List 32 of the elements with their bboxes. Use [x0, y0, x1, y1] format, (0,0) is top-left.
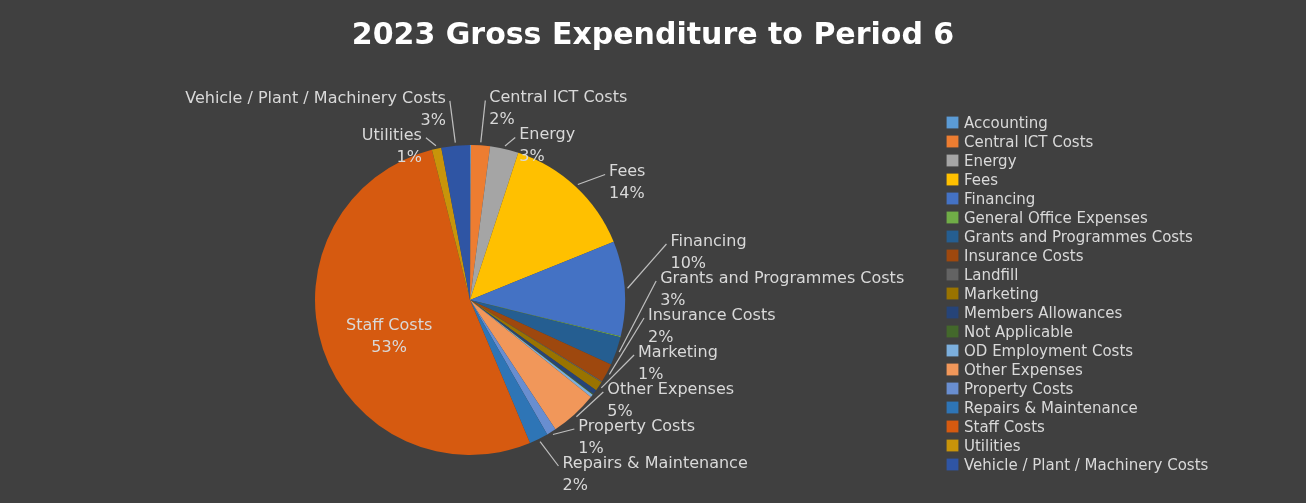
legend-label: Landfill: [964, 265, 1019, 284]
legend-label: OD Employment Costs: [964, 341, 1134, 360]
legend-label: Financing: [964, 189, 1036, 208]
legend-label: Insurance Costs: [964, 246, 1084, 265]
legend-label: General Office Expenses: [964, 208, 1149, 227]
legend-label: Fees: [964, 170, 999, 189]
slice-label: Energy: [519, 124, 576, 144]
data-label: 2%: [489, 109, 515, 129]
data-label: 3%: [420, 109, 446, 129]
slice-label: Utilities: [361, 124, 422, 144]
slice-label: Vehicle / Plant / Machinery Costs: [185, 87, 446, 107]
legend-label: Central ICT Costs: [964, 132, 1094, 151]
data-label: 2%: [562, 475, 588, 494]
legend-label: Energy: [964, 151, 1017, 170]
data-label: 14%: [609, 183, 645, 203]
data-label: 53%: [371, 337, 407, 357]
legend-label: Not Applicable: [964, 322, 1074, 341]
legend-label: Property Costs: [964, 379, 1074, 398]
legend-label: Other Expenses: [964, 360, 1084, 379]
slice-label: Fees: [609, 161, 646, 181]
legend-label: Repairs & Maintenance: [964, 398, 1138, 417]
legend-label: Staff Costs: [964, 417, 1046, 436]
slice-label: Central ICT Costs: [489, 87, 628, 107]
legend-label: Marketing: [964, 284, 1039, 303]
slice-label: Staff Costs: [346, 315, 433, 335]
legend-label: Members Allowances: [964, 303, 1123, 322]
legend-label: Vehicle / Plant / Machinery Costs: [964, 455, 1209, 474]
slice-label: Financing: [670, 231, 747, 250]
legend-label: Accounting: [964, 113, 1048, 132]
chart-title: 2023 Gross Expenditure to Period 6: [351, 16, 955, 51]
legend-label: Grants and Programmes Costs: [964, 227, 1193, 246]
legend-label: Utilities: [964, 436, 1021, 455]
